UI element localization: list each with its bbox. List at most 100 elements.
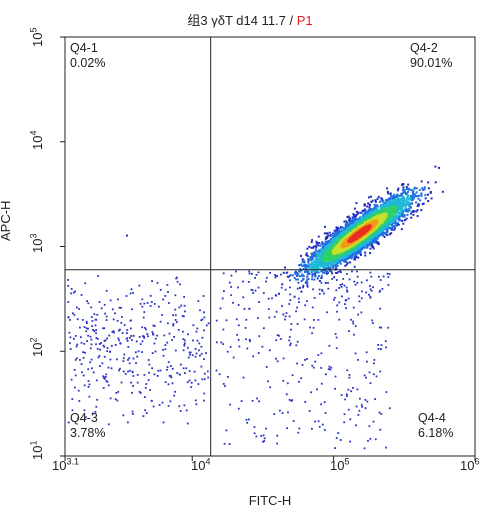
data-point	[111, 308, 114, 311]
data-point	[377, 243, 380, 246]
data-point	[97, 275, 100, 277]
data-point	[300, 290, 303, 293]
data-point	[318, 249, 321, 252]
data-point	[86, 322, 88, 324]
data-point	[361, 215, 364, 218]
data-point	[276, 434, 279, 437]
data-point	[369, 271, 372, 274]
data-point	[406, 201, 409, 204]
data-point	[424, 197, 427, 200]
data-point	[183, 304, 186, 307]
data-point	[126, 337, 129, 340]
data-point	[355, 210, 358, 213]
data-point	[399, 211, 402, 214]
data-point	[328, 244, 331, 247]
data-point	[323, 401, 326, 403]
data-point	[401, 184, 404, 186]
data-point	[228, 281, 231, 284]
data-point	[108, 334, 111, 337]
data-point	[353, 221, 355, 224]
data-point	[356, 281, 359, 284]
data-point	[328, 231, 331, 234]
data-point	[340, 286, 343, 288]
data-point	[347, 408, 350, 411]
data-point	[172, 324, 175, 327]
data-point	[346, 216, 349, 219]
data-point	[402, 189, 405, 192]
data-point	[402, 183, 405, 186]
data-point	[84, 416, 87, 419]
data-point	[274, 274, 276, 276]
data-point	[357, 246, 360, 249]
data-point	[159, 369, 162, 372]
data-point	[69, 336, 72, 339]
data-point	[387, 224, 390, 227]
data-point	[377, 241, 380, 244]
data-point	[357, 211, 360, 214]
data-point	[89, 335, 92, 338]
data-point	[416, 205, 419, 207]
data-point	[355, 248, 358, 251]
data-point	[359, 397, 361, 400]
data-point	[305, 252, 308, 255]
data-point	[295, 310, 297, 313]
data-point	[87, 334, 90, 337]
data-point	[382, 199, 385, 202]
data-point	[365, 376, 367, 379]
data-point	[112, 330, 115, 332]
data-point	[176, 276, 178, 279]
data-point	[266, 276, 268, 279]
data-point	[224, 385, 226, 387]
data-point	[91, 320, 94, 322]
data-point	[96, 313, 99, 316]
data-point	[321, 260, 323, 262]
data-point	[311, 258, 314, 261]
data-point	[186, 381, 189, 384]
data-point	[386, 224, 388, 227]
data-point	[118, 306, 121, 309]
data-point	[107, 384, 110, 387]
data-point	[348, 330, 350, 332]
data-point	[346, 290, 349, 293]
data-point	[414, 193, 417, 196]
data-point	[305, 280, 308, 283]
data-point	[348, 218, 351, 221]
data-point	[121, 316, 123, 318]
data-point	[195, 352, 198, 355]
data-point	[278, 334, 280, 337]
data-point	[248, 270, 251, 273]
data-point	[130, 381, 132, 384]
data-point	[422, 188, 425, 191]
data-point	[185, 409, 188, 412]
data-point	[265, 366, 268, 368]
data-point	[295, 278, 297, 281]
data-point	[178, 373, 181, 376]
data-point	[143, 302, 146, 305]
data-point	[91, 412, 94, 415]
data-point	[348, 256, 351, 259]
data-point	[343, 229, 346, 232]
data-point	[356, 275, 359, 278]
data-point	[402, 199, 405, 202]
data-point	[441, 190, 444, 193]
data-point	[405, 197, 408, 200]
data-point	[365, 351, 368, 354]
data-point	[95, 343, 97, 346]
data-point	[297, 273, 300, 276]
data-point	[77, 417, 79, 420]
data-point	[292, 420, 295, 422]
data-point	[352, 387, 354, 389]
data-point	[176, 280, 179, 283]
data-point	[291, 274, 294, 277]
data-point	[319, 257, 322, 260]
data-point	[312, 264, 314, 267]
data-point	[329, 368, 332, 371]
data-point	[312, 261, 315, 264]
data-point	[320, 352, 323, 355]
data-point	[322, 271, 324, 274]
data-point	[203, 358, 205, 360]
data-point	[85, 327, 88, 330]
data-point	[329, 256, 332, 259]
data-point	[345, 263, 348, 266]
data-point	[352, 214, 355, 217]
